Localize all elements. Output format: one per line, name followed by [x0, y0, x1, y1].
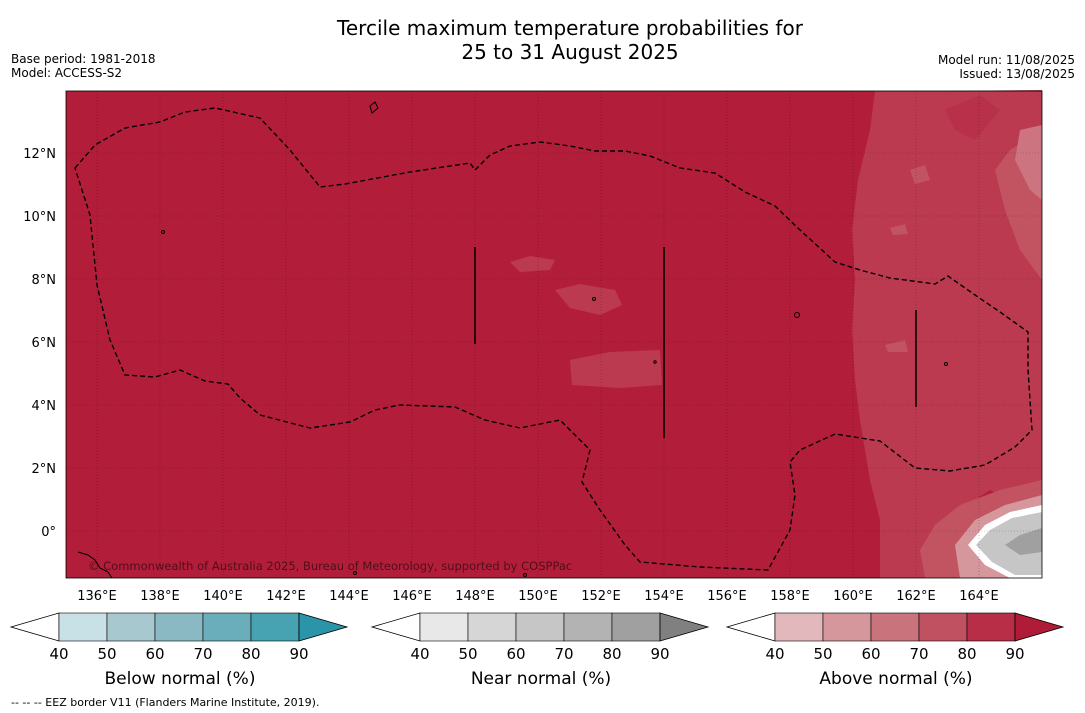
title-line-2: 25 to 31 August 2025 [461, 40, 679, 64]
colorbar-near: 40 50 60 70 80 90 [370, 612, 710, 663]
colorbar-extend-high [298, 612, 349, 642]
legend-group: 40 50 60 70 80 90 40 50 60 70 80 90 40 50 60 70 80 90 [9, 612, 1065, 663]
colorbar-segment [563, 612, 613, 642]
colorbar-segment [515, 612, 565, 642]
lon-label: 160°E [833, 589, 873, 604]
colorbar-tick-label: 40 [49, 645, 68, 663]
lat-label: 0° [41, 525, 56, 540]
colorbar-tick-label: 60 [145, 645, 164, 663]
map-panel: © Commonwealth of Australia 2025, Bureau… [65, 90, 1043, 579]
map-title: Tercile maximum temperature probabilitie… [0, 16, 1085, 64]
lat-label: 2°N [32, 462, 57, 477]
lat-label: 10°N [23, 210, 56, 225]
colorbar-extend-low [370, 612, 421, 642]
above-80-blob-b [570, 350, 662, 388]
colorbar-tick-label: 70 [193, 645, 212, 663]
lon-label: 138°E [140, 589, 180, 604]
colorbar-segment [154, 612, 204, 642]
lat-label: 4°N [32, 399, 57, 414]
colorbar-segment [202, 612, 252, 642]
colorbar-above: 40 50 60 70 80 90 [725, 612, 1065, 663]
colorbar-tick-label: 80 [241, 645, 260, 663]
colorbar-segment [822, 612, 872, 642]
legend-title-above: Above normal (%) [819, 669, 973, 689]
legend-title-near: Near normal (%) [470, 669, 612, 689]
near-normal-core [1005, 528, 1042, 555]
above-70-blob [910, 165, 930, 184]
above-80-blob-a [555, 284, 622, 315]
colorbar-segment [918, 612, 968, 642]
colorbar-tick-label: 60 [506, 645, 525, 663]
colorbar-tick-label: 70 [909, 645, 928, 663]
colorbar-tick-label: 90 [289, 645, 308, 663]
lat-label: 6°N [32, 336, 57, 351]
colorbar-tick-label: 70 [554, 645, 573, 663]
eez-border [74, 107, 1033, 571]
lon-label: 154°E [644, 589, 684, 604]
copyright-text: © Commonwealth of Australia 2025, Bureau… [88, 559, 572, 573]
islands [77, 101, 948, 579]
model-run: Model run: 11/08/2025 [937, 53, 1075, 67]
title-line-1: Tercile maximum temperature probabilitie… [337, 16, 803, 40]
colorbar-extend-low [9, 612, 60, 642]
colorbar-tick-label: 60 [861, 645, 880, 663]
base-period: Base period: 1981-2018 [11, 52, 156, 66]
latitude-labels: 12°N 10°N 8°N 6°N 4°N 2°N 0° [23, 147, 56, 540]
above-90-patch [945, 95, 1000, 140]
above-70-blob-2 [885, 340, 908, 352]
colorbar-segment [467, 612, 517, 642]
legend-title-below: Below normal (%) [104, 669, 256, 689]
colorbar-tick-label: 80 [957, 645, 976, 663]
colorbar-segment [611, 612, 661, 642]
colorbar-segment [774, 612, 824, 642]
colorbar-tick-label: 40 [765, 645, 784, 663]
lon-label: 162°E [896, 589, 936, 604]
colorbar-segment [106, 612, 156, 642]
colorbar-tick-label: 50 [813, 645, 832, 663]
lat-label: 8°N [32, 273, 57, 288]
model-name: Model: ACCESS-S2 [11, 66, 123, 80]
colorbar-segment [870, 612, 920, 642]
lat-label: 12°N [23, 147, 56, 162]
issued-date: Issued: 13/08/2025 [959, 67, 1075, 81]
lon-label: 140°E [203, 589, 243, 604]
colorbar-segment [250, 612, 300, 642]
above-60-zone-north [1015, 125, 1042, 200]
colorbar-segment [58, 612, 108, 642]
above-80-blob-c [510, 256, 555, 272]
colorbar-extend-high [659, 612, 710, 642]
longitude-labels: 136°E 138°E 140°E 142°E 144°E 146°E 148°… [77, 589, 999, 604]
colorbar-segment [419, 612, 469, 642]
lon-label: 156°E [707, 589, 747, 604]
meta-left: Base period: 1981-2018 Model: ACCESS-S2 [11, 52, 156, 80]
lon-label: 144°E [329, 589, 369, 604]
colorbar-tick-label: 90 [1005, 645, 1024, 663]
map-frame [65, 90, 1043, 579]
lon-label: 148°E [455, 589, 495, 604]
lon-label: 164°E [959, 589, 999, 604]
colorbar-tick-label: 50 [97, 645, 116, 663]
footnote: -- -- -- EEZ border V11 (Flanders Marine… [11, 696, 320, 709]
lon-label: 150°E [518, 589, 558, 604]
colorbar-tick-label: 40 [410, 645, 429, 663]
lon-label: 152°E [581, 589, 621, 604]
colorbar-tick-label: 80 [602, 645, 621, 663]
meta-right: Model run: 11/08/2025 Issued: 13/08/2025 [938, 53, 1075, 81]
colorbar-segment [966, 612, 1016, 642]
colorbar-tick-label: 50 [458, 645, 477, 663]
lon-label: 146°E [392, 589, 432, 604]
lon-label: 136°E [77, 589, 117, 604]
lon-label: 142°E [266, 589, 306, 604]
above-70-zone-north [940, 90, 1042, 280]
colorbar-extend-high [1014, 612, 1065, 642]
colorbar-below: 40 50 60 70 80 90 [9, 612, 349, 663]
colorbar-tick-label: 90 [650, 645, 669, 663]
colorbar-extend-low [725, 612, 776, 642]
lon-label: 158°E [770, 589, 810, 604]
above-70-blob-3 [890, 224, 908, 235]
